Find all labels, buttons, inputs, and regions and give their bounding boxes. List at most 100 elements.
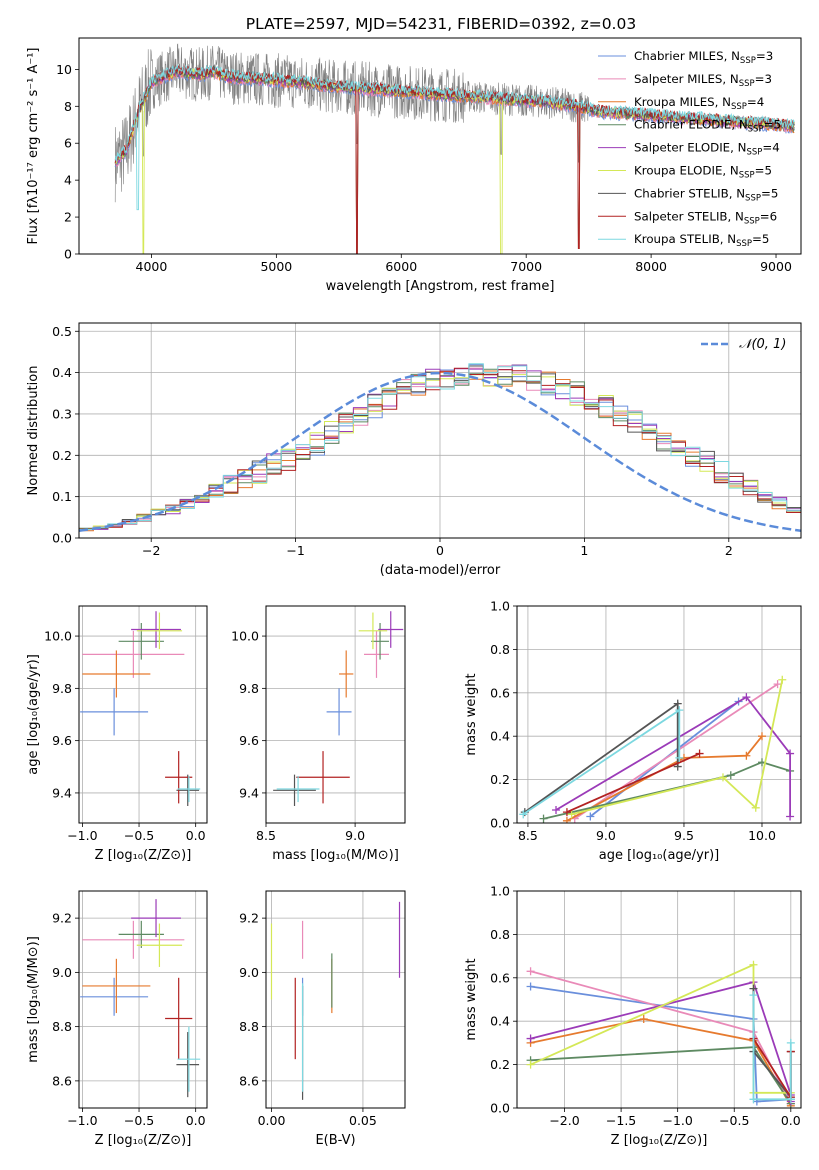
spectrum-plot-area bbox=[114, 43, 795, 254]
residuals-xtick-label: −2 bbox=[142, 543, 160, 558]
residuals-axes: −2 −1 0 1 2 0.0 0.1 0.2 0.3 0.4 0.5 (data-model)/er… bbox=[26, 323, 801, 578]
spectrum-xtick-label: 5000 bbox=[260, 259, 292, 274]
mw-vs-age-series-line bbox=[566, 752, 700, 813]
mass-vs-Z-frame bbox=[78, 890, 208, 1109]
legend-label: Salpeter MILES, N bbox=[634, 72, 739, 86]
spectrum-ytick-label: 10 bbox=[56, 62, 72, 77]
mass-vs-ebv-xtick-label: 0.05 bbox=[349, 1113, 377, 1128]
mass-vs-ebv-frame bbox=[265, 890, 406, 1109]
mw-vs-Z-point-marker bbox=[749, 1095, 758, 1104]
age-vs-mass-axes: 8.5 9.0 9.4 9.6 9.8 10.0 mass [log₁₀(M/M⊙)] bbox=[231, 606, 405, 863]
mass-vs-Z-xtick-label: 0.0 bbox=[186, 1113, 206, 1128]
mw-vs-age-ytick-label: 1.0 bbox=[490, 599, 510, 614]
spectrum-ytick-label: 8 bbox=[64, 99, 72, 114]
age-vs-mass-ytick-label: 9.6 bbox=[239, 733, 259, 748]
mass-vs-Z-errorbar bbox=[82, 920, 185, 959]
age-vs-Z-errorbar bbox=[82, 650, 151, 698]
mw-vs-Z-ytick-label: 1.0 bbox=[490, 884, 510, 899]
residuals-xtick-label: −1 bbox=[286, 543, 304, 558]
mw-vs-Z-xtick-label: −0.5 bbox=[719, 1113, 749, 1128]
mw-vs-age-point-marker bbox=[773, 680, 782, 689]
legend-label: Salpeter ELODIE, N bbox=[634, 141, 746, 155]
legend-entry: Kroupa MILES, NSSP=4 bbox=[634, 95, 764, 112]
legend-subscript: SSP bbox=[739, 171, 755, 181]
age-vs-mass-ytick-label: 9.4 bbox=[239, 785, 259, 800]
age-vs-mass-errorbar bbox=[276, 775, 320, 803]
mw-vs-age-ytick-label: 0.6 bbox=[490, 685, 510, 700]
legend-entry: Salpeter MILES, NSSP=3 bbox=[634, 72, 772, 89]
mw-vs-age-point-marker bbox=[742, 751, 751, 760]
mw-vs-age-point-marker bbox=[552, 805, 561, 814]
mass-vs-Z-ytick-label: 8.6 bbox=[52, 1073, 72, 1088]
residuals-frame bbox=[78, 322, 802, 539]
mw-vs-age-ytick-label: 0.4 bbox=[490, 729, 510, 744]
age-vs-mass-errorbar bbox=[339, 650, 354, 698]
mw-vs-age-point-marker bbox=[586, 812, 595, 821]
residuals-ytick-label: 0.2 bbox=[52, 448, 72, 463]
age-vs-Z-errorbar bbox=[131, 611, 181, 648]
mw-vs-age-point-marker bbox=[742, 693, 751, 702]
mass-vs-ebv-ytick-label: 8.6 bbox=[239, 1073, 259, 1088]
mw-vs-Z-point-marker bbox=[786, 1095, 795, 1104]
mw-vs-age-point-marker bbox=[757, 732, 766, 741]
residuals-ytick-label: 0.4 bbox=[52, 365, 72, 380]
age-vs-Z-ytick-label: 9.6 bbox=[52, 733, 72, 748]
spectrum-xtick-label: 6000 bbox=[385, 259, 417, 274]
mw-vs-age-axes: 8.5 9.0 9.5 10.0 0.0 0.2 0.4 0.6 0.8 1.0 age [log₁… bbox=[464, 599, 801, 863]
legend-tail: =6 bbox=[760, 209, 777, 223]
legend-tail: =3 bbox=[756, 49, 773, 63]
mw-vs-age-point-marker bbox=[751, 803, 760, 812]
mw-vs-age-point-marker bbox=[695, 749, 704, 758]
mw-vs-Z-point-marker bbox=[749, 960, 758, 969]
mw-vs-Z-xtick-label: −1.0 bbox=[662, 1113, 692, 1128]
residuals-xtick-label: 1 bbox=[580, 543, 588, 558]
mass-vs-ebv-xlabel: E(B-V) bbox=[315, 1133, 355, 1148]
mass-vs-Z-errorbar bbox=[131, 899, 181, 938]
normal-reference-curve bbox=[79, 371, 801, 533]
mw-vs-age-point-marker bbox=[562, 816, 571, 823]
residuals-legend-label: 𝒩(0, 1) bbox=[739, 337, 786, 352]
age-vs-Z-errorbar bbox=[176, 774, 200, 807]
age-vs-mass-errorbar bbox=[273, 774, 316, 807]
legend-tail: =4 bbox=[747, 95, 764, 109]
mw-vs-age-xtick-label: 8.5 bbox=[518, 828, 538, 843]
legend-subscript: SSP bbox=[744, 216, 760, 226]
age-vs-mass-errorbar bbox=[326, 688, 352, 736]
mw-vs-Z-xtick-label: −1.5 bbox=[606, 1113, 636, 1128]
mw-vs-Z-point-marker bbox=[526, 1034, 535, 1043]
mw-vs-Z-point-marker bbox=[526, 967, 535, 976]
mw-vs-Z-xtick-label: −2.0 bbox=[549, 1113, 579, 1128]
spectrum-xtick-label: 9000 bbox=[760, 259, 792, 274]
mw-vs-Z-series-line bbox=[752, 1038, 792, 1101]
mw-vs-Z-ytick-label: 0.0 bbox=[490, 1101, 510, 1116]
mass-vs-ebv-ytick-label: 9.2 bbox=[239, 911, 259, 926]
residuals-ytick-label: 0.1 bbox=[52, 489, 72, 504]
age-vs-Z-errorbar bbox=[82, 630, 185, 678]
mw-vs-Z-frame bbox=[516, 890, 802, 1109]
mw-vs-Z-xtick-label: 0.0 bbox=[781, 1113, 801, 1128]
legend-label: Kroupa STELIB, N bbox=[634, 232, 736, 246]
legend-tail: =4 bbox=[762, 141, 779, 155]
residuals-ytick-label: 0.3 bbox=[52, 406, 72, 421]
legend-subscript: SSP bbox=[746, 148, 762, 158]
age-vs-Z-plot-area bbox=[80, 611, 201, 807]
legend-entry: Kroupa STELIB, NSSP=5 bbox=[634, 232, 769, 249]
mw-vs-age-ylabel: mass weight bbox=[464, 673, 479, 755]
age-vs-mass-xlabel: mass [log₁₀(M/M⊙)] bbox=[272, 848, 399, 863]
mw-vs-age-series-line bbox=[571, 679, 784, 816]
mw-vs-Z-point-marker bbox=[749, 991, 758, 1000]
spectrum-axes: 4000 5000 6000 7000 8000 9000 0 2 4 6 8 10 wavelengt… bbox=[26, 48, 792, 295]
spectrum-model-line bbox=[114, 64, 795, 211]
mw-vs-age-point-marker bbox=[567, 810, 576, 819]
mw-vs-age-point-marker bbox=[519, 810, 528, 819]
mw-vs-age-xlabel: age [log₁₀(age/yr)] bbox=[599, 848, 720, 863]
mw-vs-Z-point-marker bbox=[639, 1015, 648, 1024]
legend-tail: =3 bbox=[755, 72, 772, 86]
mass-vs-Z-errorbar bbox=[165, 977, 193, 1060]
spectrum-frame bbox=[78, 37, 802, 255]
legend-entry: Kroupa ELODIE, NSSP=5 bbox=[634, 164, 772, 181]
legend-entry: Salpeter ELODIE, NSSP=4 bbox=[634, 141, 780, 158]
age-vs-Z-xtick-label: 0.0 bbox=[186, 828, 206, 843]
mw-vs-age-xtick-label: 9.0 bbox=[596, 828, 616, 843]
age-vs-mass-xtick-label: 9.0 bbox=[345, 828, 365, 843]
